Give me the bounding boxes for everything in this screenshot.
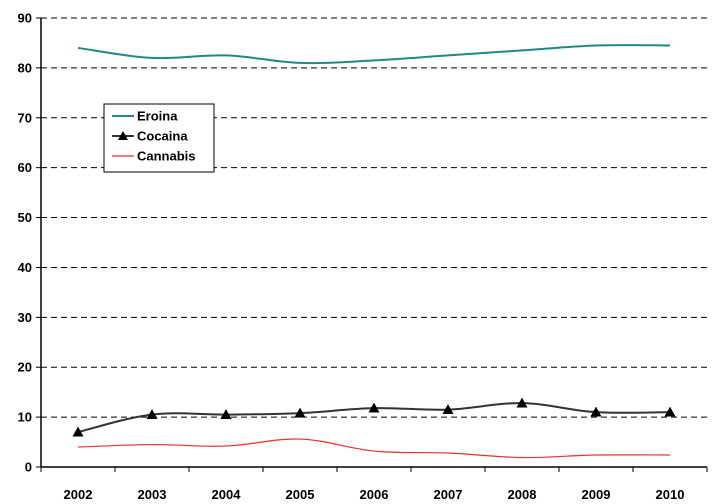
data-point-cocaina: [72, 426, 84, 437]
data-point-cocaina: [368, 402, 380, 413]
data-point-cocaina: [664, 406, 676, 417]
y-tick-label: 60: [18, 160, 32, 175]
y-tick-label: 80: [18, 60, 32, 75]
y-tick-label: 0: [25, 460, 32, 475]
y-tick-label: 30: [18, 310, 32, 325]
legend-item-cocaina: Cocaina: [112, 129, 188, 144]
series-line-cannabis: [77, 438, 671, 459]
legend-label: Cocaina: [137, 129, 188, 144]
data-point-cocaina: [146, 409, 158, 420]
x-tick-label: 2002: [64, 487, 93, 502]
x-tick-label: 2007: [434, 487, 463, 502]
legend-marker: [118, 131, 128, 140]
gridlines: [41, 17, 707, 418]
legend-item-cannabis: Cannabis: [112, 149, 196, 164]
y-axis-ticks: 0 10 20 30 40 50 60 70 80 90: [18, 11, 41, 475]
legend-label: Eroina: [137, 109, 178, 124]
data-point-cocaina: [442, 404, 454, 415]
series-eroina: [77, 44, 671, 65]
legend: Eroina Cocaina Cannabis: [103, 103, 215, 173]
x-axis-ticks: 2002 2003 2004 2005 2006 2007 2008 2009 2010: [40, 467, 708, 502]
y-tick-label: 10: [18, 410, 32, 425]
data-point-cocaina: [294, 407, 306, 418]
y-tick-label: 50: [18, 210, 32, 225]
data-point-cocaina: [220, 409, 232, 420]
x-tick-label: 2003: [138, 487, 167, 502]
x-tick-label: 2008: [508, 487, 537, 502]
series-line-eroina: [77, 44, 671, 65]
series-cocaina: [72, 397, 676, 437]
x-tick-label: 2005: [286, 487, 315, 502]
x-tick-label: 2010: [656, 487, 685, 502]
y-tick-label: 40: [18, 260, 32, 275]
x-tick-label: 2009: [582, 487, 611, 502]
legend-item-eroina: Eroina: [112, 109, 178, 124]
series-group: [72, 44, 676, 459]
data-point-cocaina: [590, 406, 602, 417]
x-tick-label: 2006: [360, 487, 389, 502]
legend-label: Cannabis: [137, 149, 196, 164]
data-point-cocaina: [516, 397, 528, 408]
x-tick-label: 2004: [212, 487, 242, 502]
y-tick-label: 90: [18, 11, 32, 26]
series-cannabis: [77, 438, 671, 459]
y-tick-label: 20: [18, 360, 32, 375]
y-tick-label: 70: [18, 110, 32, 125]
